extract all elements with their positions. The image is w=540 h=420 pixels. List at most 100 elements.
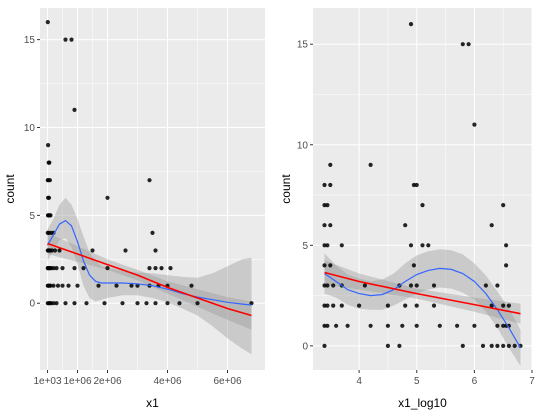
- data-point: [123, 248, 128, 253]
- loess-smooth-line: [324, 267, 522, 349]
- data-point: [48, 283, 53, 288]
- data-point: [331, 283, 336, 288]
- data-point: [489, 343, 494, 348]
- y-tick-label: 0: [302, 341, 308, 352]
- data-point: [483, 283, 488, 288]
- data-point: [495, 323, 500, 328]
- data-point: [414, 303, 419, 308]
- data-point: [63, 301, 68, 306]
- y-axis-title: count: [279, 174, 293, 204]
- data-point: [147, 266, 152, 271]
- data-point: [426, 243, 431, 248]
- data-point: [339, 303, 344, 308]
- data-point: [495, 343, 500, 348]
- data-point: [66, 283, 71, 288]
- data-point: [177, 301, 182, 306]
- data-point: [501, 303, 506, 308]
- data-point: [420, 243, 425, 248]
- data-point: [129, 283, 134, 288]
- data-point: [339, 243, 344, 248]
- data-point: [60, 266, 65, 271]
- data-point: [357, 303, 362, 308]
- data-point: [368, 162, 373, 167]
- x-tick-label: 7: [529, 376, 535, 387]
- data-point: [334, 323, 339, 328]
- data-point: [420, 203, 425, 208]
- data-point: [501, 203, 506, 208]
- data-point: [120, 301, 125, 306]
- data-point: [322, 263, 327, 268]
- data-point: [195, 301, 200, 306]
- data-point: [460, 343, 465, 348]
- data-point: [362, 283, 367, 288]
- x-tick-label: 4e+06: [153, 376, 182, 387]
- data-point: [489, 223, 494, 228]
- lm-smooth-line: [324, 271, 521, 315]
- data-point: [189, 283, 194, 288]
- data-point: [504, 263, 509, 268]
- data-point: [69, 37, 74, 42]
- data-point: [153, 248, 158, 253]
- x-axis-title: x1_log10: [398, 396, 447, 410]
- data-point: [54, 266, 59, 271]
- data-point: [153, 266, 158, 271]
- data-point: [325, 203, 330, 208]
- data-point: [159, 266, 164, 271]
- data-point: [72, 107, 77, 112]
- data-point: [506, 343, 511, 348]
- data-point: [165, 301, 170, 306]
- x-tick-label: 6: [472, 376, 478, 387]
- data-point: [472, 323, 477, 328]
- data-point: [455, 323, 460, 328]
- y-tick-label: 10: [24, 123, 36, 134]
- data-point: [368, 323, 373, 328]
- y-tick-label: 5: [29, 211, 35, 222]
- data-point: [408, 283, 414, 288]
- data-point: [385, 343, 390, 348]
- x-axis-title: x1: [146, 396, 159, 410]
- data-point: [322, 283, 327, 288]
- left-panel-x1: 1e+03 1e+06 2e+06 4e+06 6e+06 0 5 10 15 x1 count: [3, 8, 265, 410]
- data-point: [75, 283, 80, 288]
- data-point: [46, 143, 51, 148]
- data-point: [322, 203, 327, 208]
- data-point: [460, 42, 465, 47]
- panel-background: [313, 8, 532, 370]
- loess-confidence-band: [47, 197, 252, 355]
- data-point: [403, 223, 408, 228]
- data-point: [63, 37, 68, 42]
- data-point: [414, 283, 419, 288]
- x-tick-label: 1e+03: [33, 376, 62, 387]
- y-tick-label: 5: [302, 241, 308, 252]
- data-point: [328, 223, 333, 228]
- data-point: [385, 323, 390, 328]
- x-tick-label: 5: [414, 376, 420, 387]
- data-point: [328, 162, 333, 167]
- data-point: [506, 303, 511, 308]
- data-point: [331, 303, 336, 308]
- x-tick-label: 4: [356, 376, 362, 387]
- data-point: [135, 301, 140, 306]
- data-point: [437, 323, 442, 328]
- data-point: [55, 283, 61, 288]
- data-point: [431, 283, 437, 288]
- data-point: [472, 122, 477, 127]
- lm-confidence-band: [47, 232, 252, 330]
- data-point: [150, 230, 155, 235]
- data-point: [48, 213, 53, 218]
- data-point: [153, 301, 158, 306]
- data-point: [325, 323, 330, 328]
- data-point: [96, 283, 101, 288]
- data-point: [325, 243, 330, 248]
- data-point: [322, 182, 327, 188]
- data-point: [322, 323, 327, 328]
- data-point: [51, 283, 56, 288]
- data-point: [345, 323, 350, 328]
- data-point: [328, 263, 333, 268]
- x-tick-label: 1e+06: [63, 376, 92, 387]
- data-point: [147, 178, 152, 183]
- data-point: [60, 283, 65, 288]
- lm-smooth-line: [47, 242, 252, 317]
